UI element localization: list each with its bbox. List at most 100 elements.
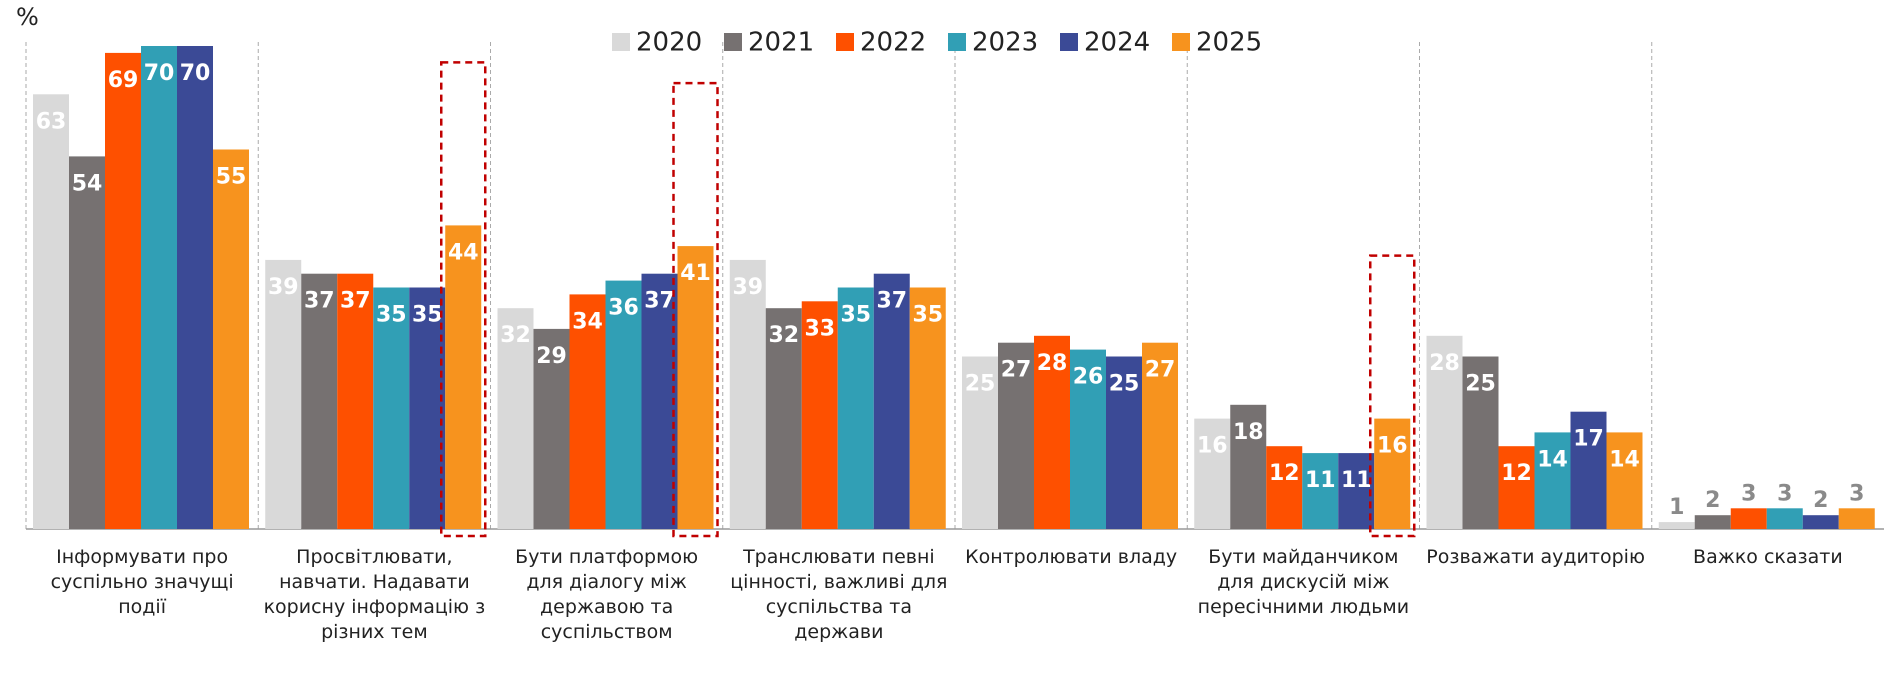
x-tick-label: Важко сказати <box>1693 546 1843 568</box>
bar <box>373 287 410 529</box>
data-label: 35 <box>912 303 943 328</box>
x-tick-label: Транслювати певні цінності, важливі для … <box>730 546 948 643</box>
bar <box>1374 418 1411 529</box>
legend-label: 2024 <box>1084 28 1150 58</box>
x-tick-label: Бути майданчиком для дискусій між пересі… <box>1197 546 1410 618</box>
bar <box>677 246 714 529</box>
legend-label: 2025 <box>1196 28 1262 58</box>
data-label: 2 <box>1813 488 1828 513</box>
data-label: 16 <box>1197 434 1228 459</box>
data-label: 55 <box>216 165 247 190</box>
bar <box>337 273 374 529</box>
bar <box>105 52 141 530</box>
bar <box>1498 446 1535 529</box>
data-label: 28 <box>1429 351 1460 376</box>
data-label: 16 <box>1377 434 1408 459</box>
data-label: 44 <box>448 240 479 265</box>
bar <box>873 273 910 529</box>
bar <box>1266 446 1303 529</box>
bar <box>1658 522 1695 529</box>
highlight-box <box>672 81 719 538</box>
data-label: 3 <box>1777 481 1792 506</box>
bar <box>141 46 177 529</box>
data-label: 69 <box>108 68 139 93</box>
data-label: 14 <box>1537 447 1568 472</box>
data-label: 12 <box>1269 461 1300 486</box>
data-label: 3 <box>1741 481 1756 506</box>
legend-swatch <box>1060 33 1078 51</box>
data-label: 37 <box>304 289 335 314</box>
bar <box>1534 432 1571 529</box>
data-label: 28 <box>1037 351 1068 376</box>
bar <box>497 308 534 529</box>
data-label: 12 <box>1501 461 1532 486</box>
bar <box>1730 508 1767 529</box>
bar <box>909 287 946 529</box>
data-label: 1 <box>1669 495 1684 520</box>
bar <box>998 342 1034 529</box>
x-tick-label: Контролювати владу <box>965 546 1178 568</box>
data-label: 33 <box>804 316 835 341</box>
bar <box>765 308 802 529</box>
bar <box>33 94 69 530</box>
bar <box>1230 404 1267 529</box>
data-label: 17 <box>1573 427 1604 452</box>
data-label: 18 <box>1233 420 1264 445</box>
bar <box>1462 356 1499 529</box>
data-label: 39 <box>732 275 763 300</box>
data-label: 35 <box>376 303 407 328</box>
data-label: 32 <box>768 323 799 348</box>
data-label: 25 <box>1109 372 1140 397</box>
legend-swatch <box>724 33 742 51</box>
legend-label: 2020 <box>636 28 702 58</box>
bar <box>445 225 482 529</box>
bar <box>1766 508 1803 529</box>
data-label: 32 <box>500 323 531 348</box>
bar <box>1194 418 1231 529</box>
bar <box>1302 453 1339 529</box>
data-label: 37 <box>340 289 371 314</box>
bar <box>1426 335 1463 529</box>
data-label: 63 <box>36 109 67 134</box>
bar <box>605 280 642 529</box>
data-label: 70 <box>180 61 211 86</box>
bar <box>641 273 678 529</box>
bar <box>409 287 446 529</box>
x-tick-label: Розважати аудиторію <box>1426 546 1645 568</box>
legend-swatch <box>836 33 854 51</box>
bar <box>533 328 570 529</box>
legend-label: 2022 <box>860 28 926 58</box>
data-label: 36 <box>608 296 639 321</box>
legend-label: 2021 <box>748 28 814 58</box>
unit-label: % <box>16 3 39 31</box>
highlight-box <box>1369 254 1416 538</box>
bar <box>962 356 998 529</box>
x-tick-label: Бути платформою для діалогу між державою… <box>515 546 699 643</box>
data-label: 70 <box>144 61 175 86</box>
data-label: 25 <box>965 372 996 397</box>
data-label: 11 <box>1341 468 1372 493</box>
data-label: 34 <box>572 309 603 334</box>
data-label: 11 <box>1305 468 1336 493</box>
data-label: 27 <box>1001 358 1032 383</box>
legend-swatch <box>1172 33 1190 51</box>
x-tick-label: Просвітлювати, навчати. Надавати корисну… <box>263 546 486 643</box>
x-tick-label: Інформувати про суспільно значущі події <box>50 546 234 618</box>
bar <box>177 46 213 529</box>
bar <box>1142 342 1178 529</box>
bar <box>1070 349 1106 529</box>
data-label: 41 <box>680 261 711 286</box>
legend-swatch <box>948 33 966 51</box>
data-label: 14 <box>1609 447 1640 472</box>
bar <box>69 156 105 529</box>
data-label: 25 <box>1465 372 1496 397</box>
bar <box>1694 515 1731 529</box>
bar <box>837 287 874 529</box>
data-label: 37 <box>644 289 675 314</box>
data-label: 39 <box>268 275 299 300</box>
bar <box>1570 411 1607 529</box>
data-label: 26 <box>1073 365 1104 390</box>
data-label: 27 <box>1145 358 1176 383</box>
data-label: 2 <box>1705 488 1720 513</box>
